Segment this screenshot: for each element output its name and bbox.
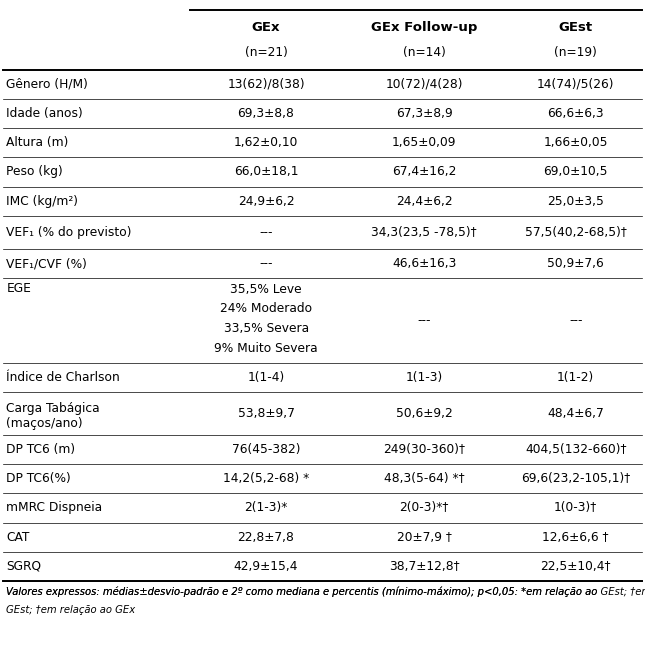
Text: 69,3±8,8: 69,3±8,8 <box>237 107 295 120</box>
Text: ---: --- <box>259 257 273 270</box>
Text: 20±7,9 †: 20±7,9 † <box>397 531 452 544</box>
Text: Altura (m): Altura (m) <box>6 136 69 149</box>
Text: 38,7±12,8†: 38,7±12,8† <box>389 560 459 573</box>
Text: VEF₁ (% do previsto): VEF₁ (% do previsto) <box>6 226 132 239</box>
Text: (n=19): (n=19) <box>554 46 597 60</box>
Text: GEx: GEx <box>252 21 281 35</box>
Text: 76(45-382): 76(45-382) <box>232 443 301 456</box>
Text: 25,0±3,5: 25,0±3,5 <box>547 195 604 208</box>
Text: (n=14): (n=14) <box>402 46 446 60</box>
Text: SGRQ: SGRQ <box>6 560 41 573</box>
Text: 50,6±9,2: 50,6±9,2 <box>396 407 452 420</box>
Text: 1(1-4): 1(1-4) <box>248 371 284 384</box>
Text: 67,4±16,2: 67,4±16,2 <box>392 165 456 179</box>
Text: 1,66±0,05: 1,66±0,05 <box>543 136 608 149</box>
Text: ---: --- <box>569 314 582 327</box>
Text: Peso (kg): Peso (kg) <box>6 165 63 179</box>
Text: GEst; †em relação ao GEx: GEst; †em relação ao GEx <box>6 605 135 615</box>
Text: Índice de Charlson: Índice de Charlson <box>6 371 120 384</box>
Text: 1,62±0,10: 1,62±0,10 <box>234 136 298 149</box>
Text: 1,65±0,09: 1,65±0,09 <box>392 136 456 149</box>
Text: 33,5% Severa: 33,5% Severa <box>224 322 308 335</box>
Text: 66,0±18,1: 66,0±18,1 <box>233 165 298 179</box>
Text: 10(72)/4(28): 10(72)/4(28) <box>385 78 463 91</box>
Text: 12,6±6,6 †: 12,6±6,6 † <box>542 531 609 544</box>
Text: 24,4±6,2: 24,4±6,2 <box>396 195 452 208</box>
Text: 42,9±15,4: 42,9±15,4 <box>233 560 298 573</box>
Text: IMC (kg/m²): IMC (kg/m²) <box>6 195 79 208</box>
Text: Valores expressos: médias±desvio-padrão e 2º como mediana e percentis (mínimo-má: Valores expressos: médias±desvio-padrão … <box>6 586 598 597</box>
Text: 46,6±16,3: 46,6±16,3 <box>392 257 456 270</box>
Text: ---: --- <box>417 314 431 327</box>
Text: 67,3±8,9: 67,3±8,9 <box>396 107 452 120</box>
Text: GEst: GEst <box>559 21 593 35</box>
Text: 1(1-2): 1(1-2) <box>557 371 594 384</box>
Text: 14,2(5,2-68) *: 14,2(5,2-68) * <box>223 472 309 485</box>
Text: 53,8±9,7: 53,8±9,7 <box>237 407 295 420</box>
Text: 48,4±6,7: 48,4±6,7 <box>548 407 604 420</box>
Text: 34,3(23,5 -78,5)†: 34,3(23,5 -78,5)† <box>372 226 477 239</box>
Text: 1(0-3)†: 1(0-3)† <box>554 501 597 515</box>
Text: 57,5(40,2-68,5)†: 57,5(40,2-68,5)† <box>525 226 626 239</box>
Text: 13(62)/8(38): 13(62)/8(38) <box>227 78 305 91</box>
Text: 66,6±6,3: 66,6±6,3 <box>548 107 604 120</box>
Text: 69,0±10,5: 69,0±10,5 <box>543 165 608 179</box>
Text: 14(74)/5(26): 14(74)/5(26) <box>537 78 615 91</box>
Text: VEF₁/CVF (%): VEF₁/CVF (%) <box>6 257 87 270</box>
Text: 35,5% Leve: 35,5% Leve <box>230 283 302 295</box>
Text: (n=21): (n=21) <box>244 46 288 60</box>
Text: 50,9±7,6: 50,9±7,6 <box>548 257 604 270</box>
Text: 48,3(5-64) *†: 48,3(5-64) *† <box>384 472 464 485</box>
Text: DP TC6 (m): DP TC6 (m) <box>6 443 75 456</box>
Text: DP TC6(%): DP TC6(%) <box>6 472 71 485</box>
Text: CAT: CAT <box>6 531 30 544</box>
Text: 2(1-3)*: 2(1-3)* <box>244 501 288 515</box>
Text: GEx Follow-up: GEx Follow-up <box>371 21 477 35</box>
Text: 9% Muito Severa: 9% Muito Severa <box>214 342 318 355</box>
Text: 1(1-3): 1(1-3) <box>406 371 442 384</box>
Text: (maços/ano): (maços/ano) <box>6 417 83 430</box>
Text: Carga Tabágica: Carga Tabágica <box>6 402 100 415</box>
Text: 22,8±7,8: 22,8±7,8 <box>237 531 295 544</box>
Text: 2(0-3)*†: 2(0-3)*† <box>399 501 449 515</box>
Text: Valores expressos: médias±desvio-padrão e 2º como mediana e percentis (mínimo-má: Valores expressos: médias±desvio-padrão … <box>6 586 645 597</box>
Text: 22,5±10,4†: 22,5±10,4† <box>541 560 611 573</box>
Text: Gênero (H/M): Gênero (H/M) <box>6 78 88 91</box>
Text: 24,9±6,2: 24,9±6,2 <box>238 195 294 208</box>
Text: 249(30-360)†: 249(30-360)† <box>383 443 465 456</box>
Text: Idade (anos): Idade (anos) <box>6 107 83 120</box>
Text: 404,5(132-660)†: 404,5(132-660)† <box>525 443 626 456</box>
Text: 69,6(23,2-105,1)†: 69,6(23,2-105,1)† <box>521 472 630 485</box>
Text: 24% Moderado: 24% Moderado <box>220 302 312 315</box>
Text: mMRC Dispneia: mMRC Dispneia <box>6 501 103 515</box>
Text: ---: --- <box>259 226 273 239</box>
Text: EGE: EGE <box>6 282 32 295</box>
